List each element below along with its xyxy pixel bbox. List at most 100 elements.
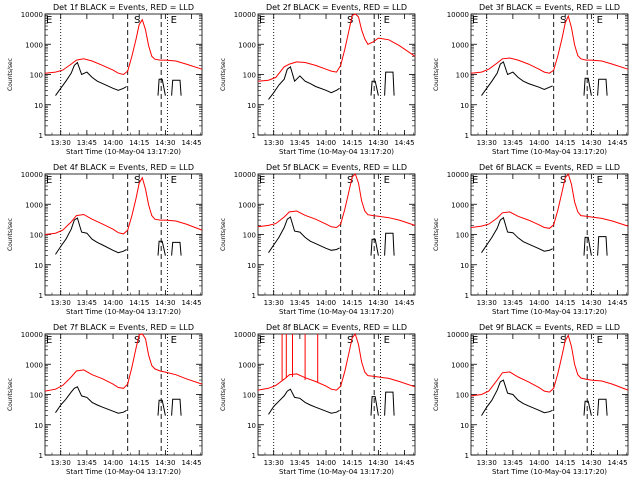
- series-line-events: [481, 216, 553, 253]
- y-tick-label: 1000: [238, 41, 256, 49]
- chart-panel-1: Det 1f BLACK = Events, RED = LLD 1 10 100 10…: [7, 3, 203, 156]
- chart-panel-7: Det 7f BLACK = Events, RED = LLD 1 10 100 10…: [7, 323, 203, 476]
- chart-title: Det 2f BLACK = Events, RED = LLD: [266, 3, 407, 12]
- y-tick-label: 1: [39, 292, 43, 300]
- x-tick-label: 14:00: [103, 299, 123, 307]
- x-tick-label: 14:30: [581, 299, 601, 307]
- plot-frame: [470, 13, 629, 136]
- x-tick-label: 14:15: [555, 459, 575, 467]
- y-axis-label: Counts/sec: [7, 218, 14, 251]
- x-axis-label: Start Time (10-May-04 13:17:20): [66, 148, 181, 156]
- chart-panel-3: Det 3f BLACK = Events, RED = LLD 1 10 100 10…: [433, 3, 629, 156]
- series-line-events: [268, 65, 340, 100]
- x-tick-label: 13:45: [77, 139, 97, 147]
- interval-marker: S: [134, 15, 140, 26]
- x-tick-label: 14:45: [607, 299, 627, 307]
- y-tick-label: 10000: [234, 331, 256, 339]
- x-tick-label: 13:30: [264, 139, 284, 147]
- x-tick-label: 14:15: [129, 459, 149, 467]
- x-tick-label: 13:30: [51, 299, 71, 307]
- y-tick-label: 100: [456, 232, 469, 240]
- series-line-lld: [257, 173, 416, 229]
- chart-panel-5: Det 5f BLACK = Events, RED = LLD 1 10 100 10…: [220, 163, 416, 316]
- y-tick-label: 10000: [21, 331, 43, 339]
- x-tick-label: 14:45: [607, 139, 627, 147]
- plot-frame: [44, 333, 203, 456]
- interval-marker: E: [171, 175, 177, 186]
- y-tick-label: 10000: [21, 171, 43, 179]
- interval-marker: E: [472, 335, 478, 346]
- x-axis-label: Start Time (10-May-04 13:17:20): [279, 468, 394, 476]
- interval-marker: S: [560, 15, 566, 26]
- y-tick-label: 1: [465, 132, 469, 140]
- chart-title: Det 8f BLACK = Events, RED = LLD: [266, 323, 407, 332]
- series-line-lld: [257, 332, 416, 391]
- y-axis-label: Counts/sec: [433, 378, 440, 411]
- x-tick-label: 14:30: [155, 299, 175, 307]
- series-line-events: [157, 399, 166, 416]
- x-tick-label: 13:45: [290, 459, 310, 467]
- series-line-lld-spikes: [281, 334, 319, 383]
- series-line-events: [157, 78, 166, 96]
- y-axis-label: Counts/sec: [220, 218, 227, 251]
- x-tick-label: 13:30: [264, 459, 284, 467]
- interval-marker: E: [597, 15, 603, 26]
- x-tick-label: 14:00: [316, 139, 336, 147]
- series-line-events: [171, 398, 182, 416]
- y-axis-label: Counts/sec: [220, 58, 227, 91]
- y-tick-label: 100: [30, 232, 43, 240]
- x-tick-label: 14:00: [529, 299, 549, 307]
- interval-marker: E: [46, 335, 52, 346]
- x-tick-label: 14:30: [155, 139, 175, 147]
- x-axis-label: Start Time (10-May-04 13:17:20): [279, 308, 394, 316]
- series-line-events: [171, 79, 182, 96]
- y-axis-label: Counts/sec: [220, 378, 227, 411]
- y-tick-label: 100: [30, 392, 43, 400]
- y-axis-label: Counts/sec: [433, 218, 440, 251]
- x-axis-label: Start Time (10-May-04 13:17:20): [66, 468, 181, 476]
- interval-marker: S: [347, 175, 353, 186]
- interval-marker: S: [560, 175, 566, 186]
- x-tick-label: 14:45: [181, 459, 201, 467]
- interval-marker: S: [347, 15, 353, 26]
- interval-marker: E: [384, 175, 390, 186]
- series-line-lld: [470, 334, 629, 397]
- x-tick-label: 13:30: [477, 459, 497, 467]
- series-line-events: [481, 61, 553, 96]
- y-tick-label: 1: [39, 452, 43, 460]
- y-tick-label: 10: [460, 422, 469, 430]
- x-tick-label: 13:45: [290, 299, 310, 307]
- y-tick-label: 100: [243, 232, 256, 240]
- y-tick-label: 10: [247, 102, 256, 110]
- interval-marker: E: [472, 175, 478, 186]
- series-line-lld: [257, 13, 416, 82]
- x-tick-label: 14:45: [394, 459, 414, 467]
- x-tick-label: 14:00: [529, 459, 549, 467]
- x-tick-label: 13:45: [77, 299, 97, 307]
- series-line-events: [370, 396, 379, 416]
- x-tick-label: 14:45: [607, 459, 627, 467]
- chart-title: Det 1f BLACK = Events, RED = LLD: [53, 3, 194, 12]
- x-tick-label: 14:30: [368, 139, 388, 147]
- y-axis-label: Counts/sec: [433, 58, 440, 91]
- plot-frame: [257, 333, 416, 456]
- x-axis-label: Start Time (10-May-04 13:17:20): [492, 308, 607, 316]
- interval-marker: E: [259, 175, 265, 186]
- series-line-events: [384, 232, 395, 256]
- interval-marker: E: [597, 335, 603, 346]
- x-tick-label: 13:30: [477, 299, 497, 307]
- x-tick-label: 14:45: [394, 299, 414, 307]
- series-line-events: [55, 61, 127, 96]
- x-tick-label: 13:30: [477, 139, 497, 147]
- x-tick-label: 14:15: [129, 139, 149, 147]
- y-tick-label: 1: [465, 292, 469, 300]
- y-tick-label: 10: [34, 102, 43, 110]
- chart-title: Det 3f BLACK = Events, RED = LLD: [479, 3, 620, 12]
- x-tick-label: 14:15: [342, 299, 362, 307]
- y-tick-label: 10: [34, 422, 43, 430]
- y-tick-label: 10000: [447, 331, 469, 339]
- x-tick-label: 14:15: [342, 459, 362, 467]
- y-tick-label: 1: [39, 132, 43, 140]
- chart-title: Det 7f BLACK = Events, RED = LLD: [53, 323, 194, 332]
